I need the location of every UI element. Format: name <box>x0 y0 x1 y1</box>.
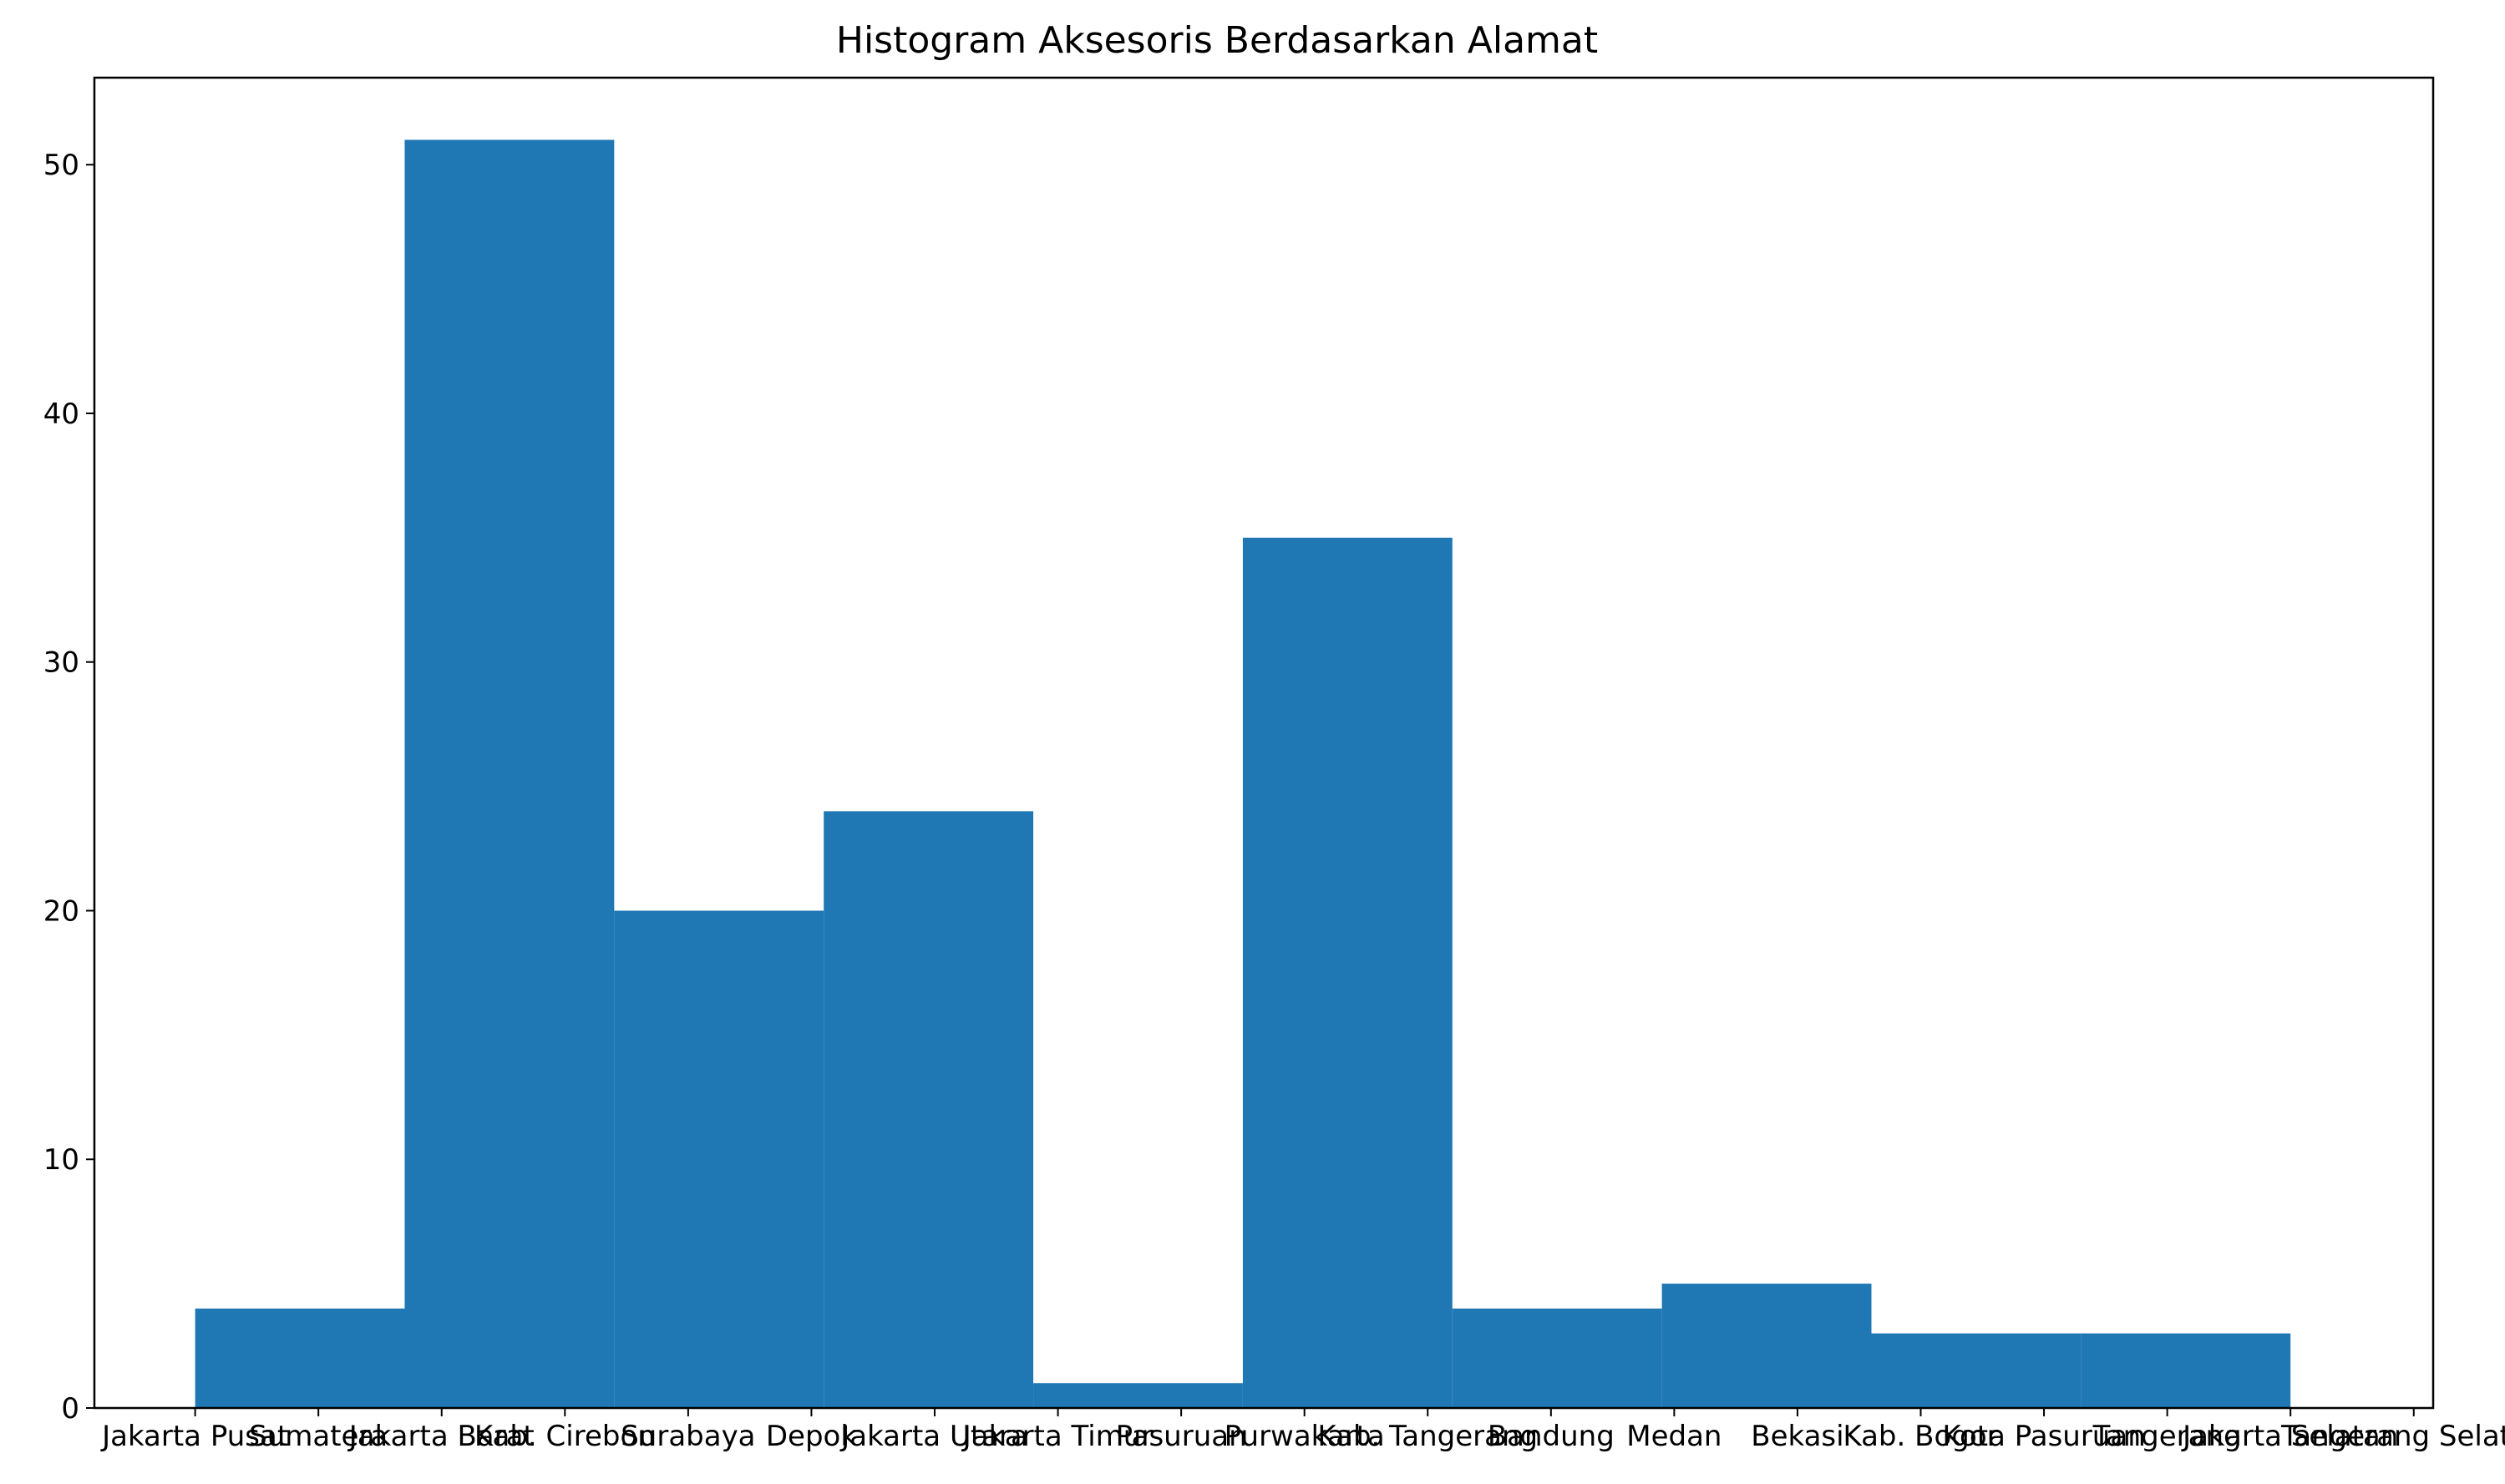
x-tick-label: Tangerang <box>2092 1420 2242 1453</box>
histogram-bar-2 <box>614 910 824 1408</box>
x-tick-label: Kota Pasuruan <box>1942 1420 2145 1453</box>
x-tick-label: Jakarta Pusat <box>100 1420 288 1453</box>
x-tick-label: Kab. Bogor <box>1843 1420 1998 1453</box>
x-tick-label: Jakarta Selatan <box>2181 1420 2398 1453</box>
x-tick-label: Bandung <box>1488 1420 1615 1453</box>
histogram-bar-7 <box>1661 1284 1872 1408</box>
x-tick-label: Purwakarta <box>1225 1420 1385 1453</box>
y-axis: 0 10 20 30 40 50 <box>43 149 94 1426</box>
y-tick-label: 40 <box>43 398 79 431</box>
x-tick-label: Sumatera <box>249 1420 388 1453</box>
histogram-bar-8 <box>1871 1333 2082 1408</box>
y-tick-label: 20 <box>43 894 79 928</box>
y-tick-label: 30 <box>43 646 79 680</box>
x-tick-label: Medan <box>1626 1420 1722 1453</box>
x-tick-label: Depok <box>766 1420 857 1453</box>
histogram-bar-3 <box>824 811 1034 1408</box>
y-tick-label: 0 <box>61 1392 79 1426</box>
histogram-bar-1 <box>404 139 615 1409</box>
chart-title: Histogram Aksesoris Berdasarkan Alamat <box>836 19 1598 62</box>
x-tick-label: Kab. Tangerang <box>1317 1420 1538 1453</box>
histogram-bar-4 <box>1033 1383 1243 1408</box>
x-tick-label: Jakarta Barat <box>347 1420 535 1453</box>
histogram-bar-0 <box>195 1308 405 1408</box>
histogram-bar-6 <box>1452 1308 1662 1408</box>
y-tick-label: 10 <box>43 1143 79 1177</box>
x-tick-label: Bekasi <box>1751 1420 1843 1453</box>
plot-frame <box>93 76 2435 1410</box>
histogram-bar-9 <box>2081 1333 2291 1408</box>
x-tick-label: Pasuruan <box>1116 1420 1247 1453</box>
x-tick-label: Surabaya <box>621 1420 755 1453</box>
bars-group <box>195 139 2291 1409</box>
y-tick-label: 50 <box>43 149 79 182</box>
x-tick-label: Jakarta Timur <box>961 1420 1154 1453</box>
histogram-bar-5 <box>1242 537 1453 1408</box>
x-tick-label: Kab. Cirebon <box>474 1420 656 1453</box>
x-tick-label: Tangerang Selatan <box>2280 1420 2505 1453</box>
x-tick-label: Jakarta Utara <box>839 1420 1028 1453</box>
